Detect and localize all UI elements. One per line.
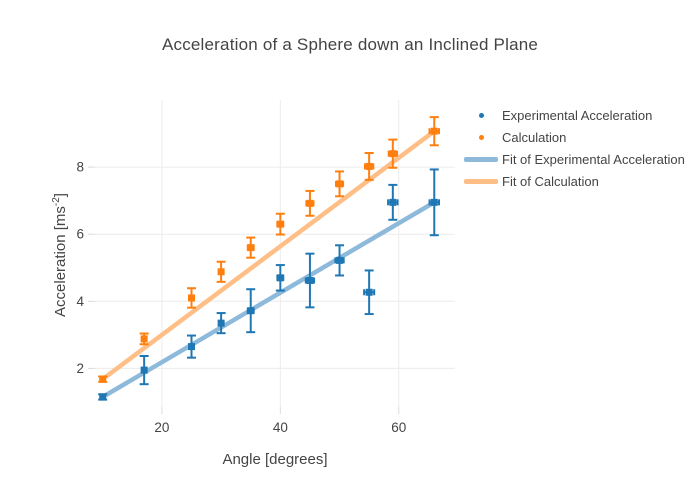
data-point-marker [389,150,397,158]
y-axis-title-bracket: ] [52,193,69,198]
legend-swatch-cell [462,156,500,162]
data-point-marker [365,288,373,296]
chart-title: Acceleration of a Sphere down an Incline… [161,35,539,54]
legend-item-experimental-acceleration[interactable]: Experimental Acceleration [462,104,685,126]
data-point-marker [306,277,314,285]
y-tick-label: 8 [76,160,84,175]
data-point-marker [389,198,397,206]
data-point-marker [306,199,314,207]
legend-item-calculation[interactable]: Calculation [462,126,685,148]
legend-swatch-cell [462,134,500,140]
fit-experimental-line-swatch [464,156,498,162]
y-tick-label: 6 [76,227,84,242]
legend-item-fit-of-experimental-acceleration[interactable]: Fit of Experimental Acceleration [462,148,685,170]
legend: Experimental Acceleration Calculation Fi… [462,104,685,192]
data-point-marker [99,375,107,383]
data-point-marker [99,393,107,401]
data-point-marker [217,319,225,327]
data-point-marker [276,220,284,228]
legend-item-fit-of-calculation[interactable]: Fit of Calculation [462,170,685,192]
data-point-marker [247,307,255,315]
data-point-marker [188,343,196,351]
legend-item-label: Experimental Acceleration [502,107,653,123]
legend-item-label: Calculation [502,129,567,145]
x-axis-title: Angle [degrees] [222,451,328,468]
y-axis-title: Acceleration [ms-2] [51,193,69,317]
data-point-marker [276,274,284,282]
fit-calculation-line-swatch [464,178,498,184]
x-tick-label: 60 [391,420,406,435]
data-point-marker [336,180,344,188]
data-point-marker [217,268,225,276]
data-point-marker [247,244,255,252]
data-point-marker [430,127,438,135]
x-tick-label: 20 [154,420,169,435]
legend-item-label: Fit of Calculation [502,173,599,189]
legend-item-label: Fit of Experimental Acceleration [502,151,685,167]
y-tick-label: 2 [76,361,84,376]
calculation-marker-swatch [478,134,484,140]
x-tick-label: 40 [273,420,288,435]
experimental-marker-swatch [478,112,484,118]
data-point-marker [430,198,438,206]
fit-line [100,128,437,382]
y-tick-label: 4 [76,294,84,309]
legend-swatch-cell [462,112,500,118]
data-point-marker [188,294,196,302]
data-point-marker [140,335,148,343]
data-point-marker [336,256,344,264]
y-axis-title-superscript: -2 [51,197,62,207]
y-axis-title-text: Acceleration [ms [52,206,69,317]
data-point-marker [365,162,373,170]
legend-swatch-cell [462,178,500,184]
data-point-marker [140,366,148,374]
fit-line [100,200,437,400]
